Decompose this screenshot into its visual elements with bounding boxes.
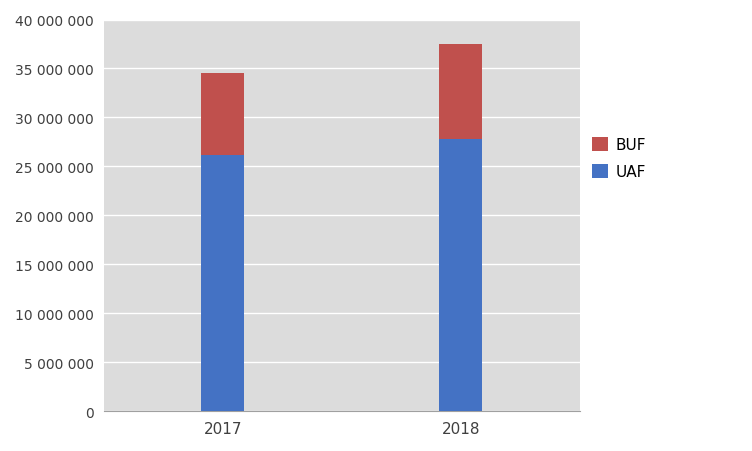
Bar: [439, 45, 482, 140]
Legend: BUF, UAF: BUF, UAF: [593, 138, 646, 180]
Bar: [202, 74, 244, 155]
Bar: [202, 155, 244, 411]
Bar: [439, 140, 482, 411]
